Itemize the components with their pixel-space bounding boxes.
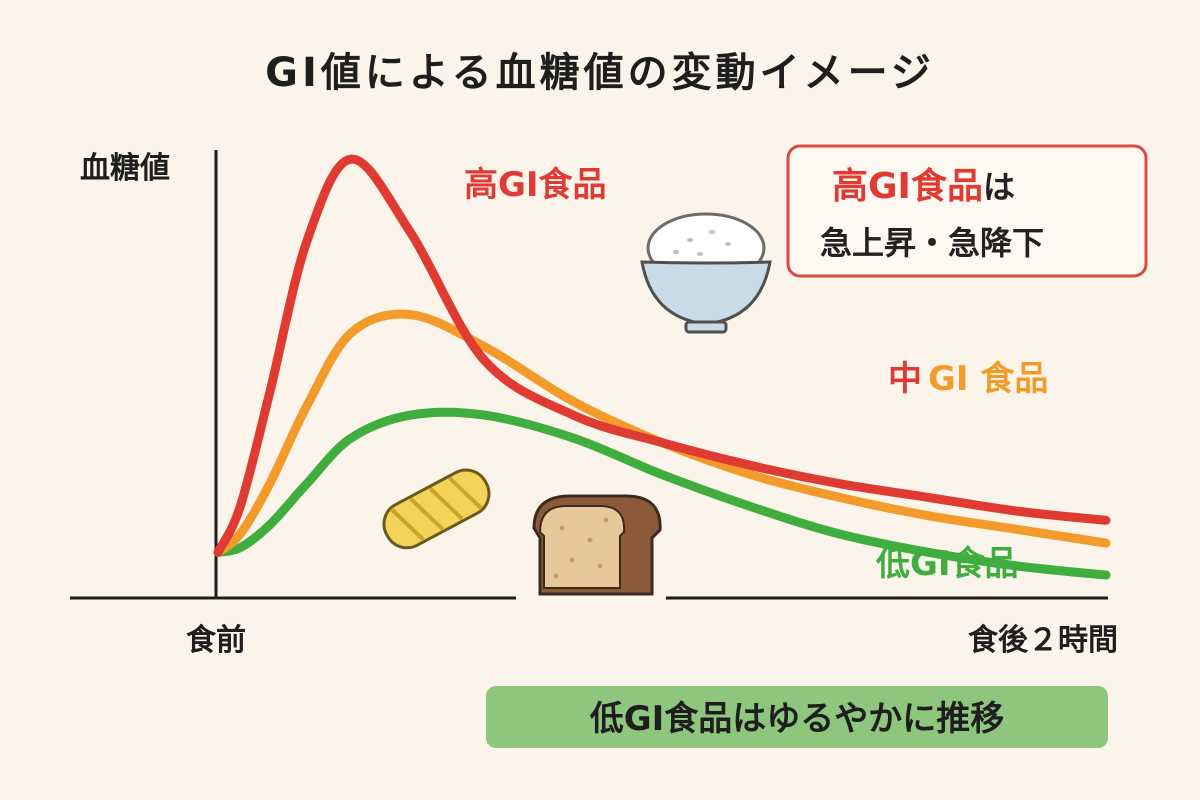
callout-line1-rest: は: [983, 168, 1015, 206]
callout-line2: 急上昇・急降下: [820, 224, 1044, 262]
series-label-medium-gi-part2: GI 食品: [928, 359, 1048, 399]
series-line-medium-gi: [213, 309, 1111, 557]
summary-banner: 低GI食品はゆるやかに推移: [486, 686, 1108, 748]
chart-title: GI値による血糖値の変動イメージ: [265, 50, 935, 96]
series-label-medium-gi: 中 GI 食品: [888, 359, 1048, 399]
pasta-icon: [382, 468, 491, 550]
series-label-medium-gi-part1: 中: [888, 359, 922, 399]
x-start-label: 食前: [186, 623, 246, 658]
rice-bowl-icon: [640, 212, 772, 334]
callout-line1: 高GI食品は: [832, 166, 1015, 207]
callout-border: [786, 144, 1148, 278]
bread-icon: [532, 494, 662, 596]
series-label-low-gi: 低GI食品: [876, 544, 1019, 584]
summary-text: 低GI食品はゆるやかに推移: [590, 699, 1005, 739]
callout-box: 高GI食品は 急上昇・急降下: [786, 144, 1148, 278]
callout-accent-text: 高GI食品: [832, 166, 983, 207]
series-line-high-gi: [213, 154, 1111, 557]
series-label-high-gi: 高GI食品: [464, 165, 607, 205]
summary-background: [486, 686, 1108, 748]
x-end-label: 食後２時間: [968, 623, 1118, 658]
series-line-low-gi: [213, 407, 1111, 580]
y-axis-label: 血糖値: [80, 151, 170, 186]
series-lines: [213, 154, 1111, 580]
